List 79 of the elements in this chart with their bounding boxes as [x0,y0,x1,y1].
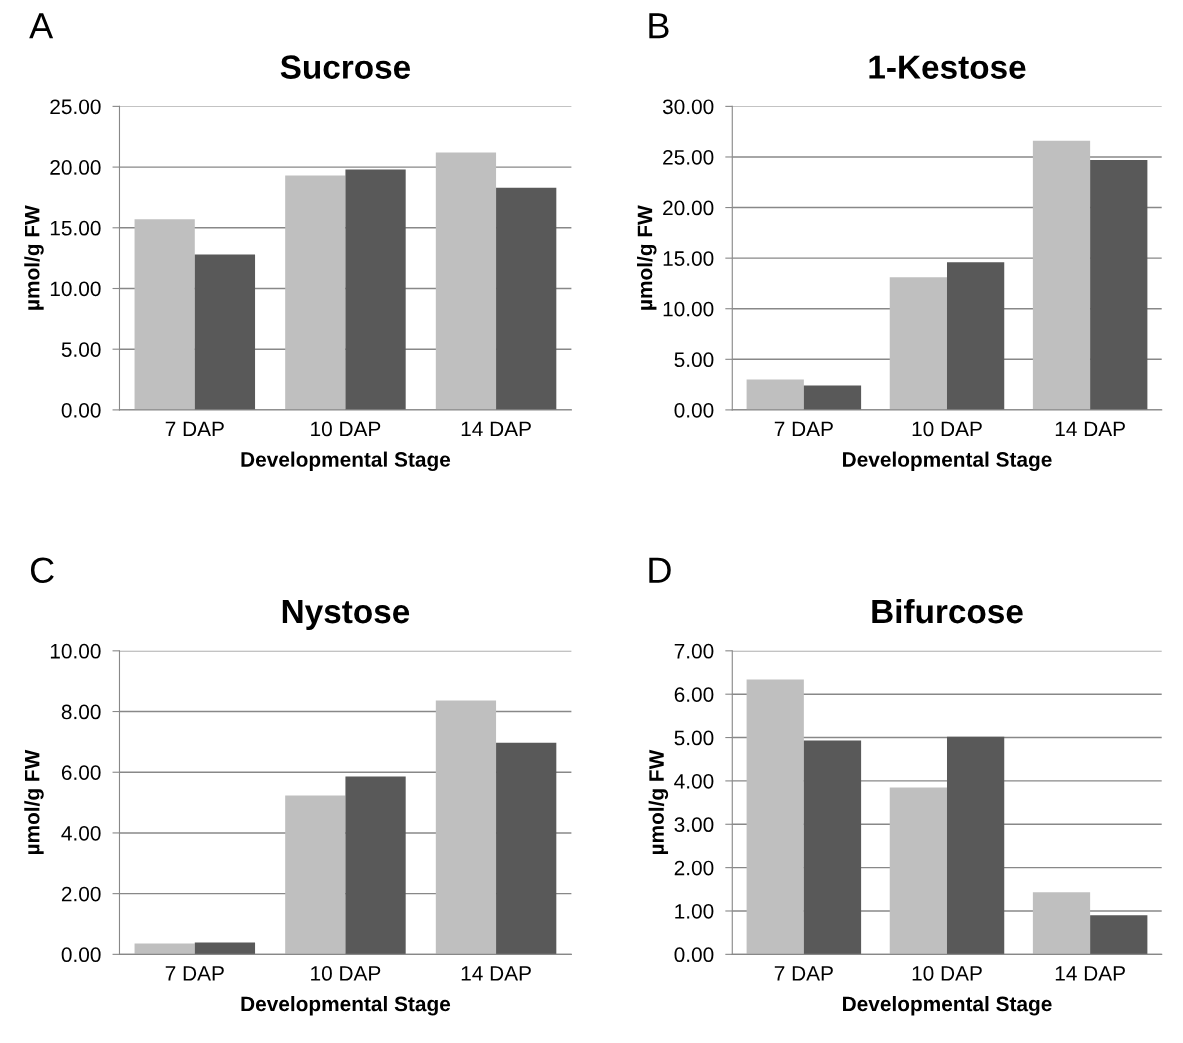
x-tick-label: 10 DAP [912,421,982,437]
y-tick-label: 2.00 [61,886,101,902]
text: D [649,557,671,583]
x-tick-label: 10 DAP [311,966,381,981]
x-axis-title: Developmental Stage [843,995,1052,1016]
y-tick-label: 0.00 [674,402,714,418]
bar [803,740,862,955]
bar [1090,915,1148,955]
bar [496,187,557,410]
y-tick-label: 5.00 [61,342,101,357]
x-axis-title: Developmental Stage [241,995,451,1016]
y-tick-label: 6.00 [61,765,101,780]
bar [946,736,1005,955]
y-tick-label: 10.00 [50,281,101,297]
bar [194,254,256,410]
chart-title: Sucrose [280,55,411,79]
x-tick-label: 10 DAP [912,966,982,981]
bar [285,175,346,410]
chart-title: Nystose [282,600,410,630]
y-tick-label: 2.00 [674,860,714,876]
bar [435,152,497,410]
y-tick-label: 10.00 [50,643,101,659]
y-tick-label: 0.00 [61,402,101,418]
bar [946,262,1005,410]
x-axis-title: Developmental Stage [241,451,451,472]
x-tick-label: 7 DAP [774,966,833,981]
y-tick-label: 30.00 [662,99,714,115]
bar [134,219,195,410]
y-tick-label: 15.00 [663,251,714,266]
bar [1032,140,1091,410]
x-tick-label: 7 DAP [165,421,224,437]
y-tick-label: 1.00 [675,903,714,919]
text: C [30,557,54,583]
y-tick-label: 6.00 [674,687,714,702]
y-tick-label: 25.00 [50,99,101,115]
bar [889,277,947,410]
x-tick-label: 14 DAP [461,421,531,437]
y-tick-label: 0.00 [61,947,101,963]
bar [134,943,195,955]
x-tick-label: 14 DAP [1055,421,1125,437]
y-tick-label: 25.00 [663,149,714,165]
y-tick-label: 15.00 [50,220,101,236]
y-tick-label: 7.00 [674,643,714,659]
y-axis-title: µmol/g FW [24,749,44,855]
bar [345,776,406,955]
bar [345,169,406,410]
bar [194,942,256,955]
bar [435,700,497,955]
chart-title: 1-Kestose [869,55,1026,79]
bar [803,385,862,410]
y-tick-label: 3.00 [674,817,714,833]
y-tick-label: 8.00 [61,704,101,720]
x-tick-label: 7 DAP [774,421,833,437]
x-tick-label: 14 DAP [1055,966,1125,981]
bar [496,742,557,955]
y-axis-title: µmol/g FW [648,749,669,855]
y-axis-title: µmol/g FW [24,205,44,310]
y-tick-label: 0.00 [674,947,714,963]
x-axis-title: Developmental Stage [843,451,1052,472]
x-tick-label: 7 DAP [165,966,224,981]
x-tick-label: 10 DAP [311,421,381,437]
text: A [29,13,54,39]
bar [1090,160,1148,410]
bar [746,379,804,410]
bar [746,679,804,955]
y-tick-label: 4.00 [61,825,101,841]
chart-title: Bifurcose [872,598,1023,624]
y-axis-title: µmol/g FW [637,205,657,310]
y-tick-label: 4.00 [674,773,714,789]
bar [889,787,947,955]
text: B [649,13,669,39]
y-tick-label: 5.00 [674,352,714,368]
y-tick-label: 10.00 [663,301,714,317]
bar [285,795,346,955]
y-tick-label: 20.00 [50,160,101,175]
y-tick-label: 5.00 [674,730,714,746]
bar [1032,892,1091,955]
x-tick-label: 14 DAP [461,966,531,981]
y-tick-label: 20.00 [663,200,714,216]
